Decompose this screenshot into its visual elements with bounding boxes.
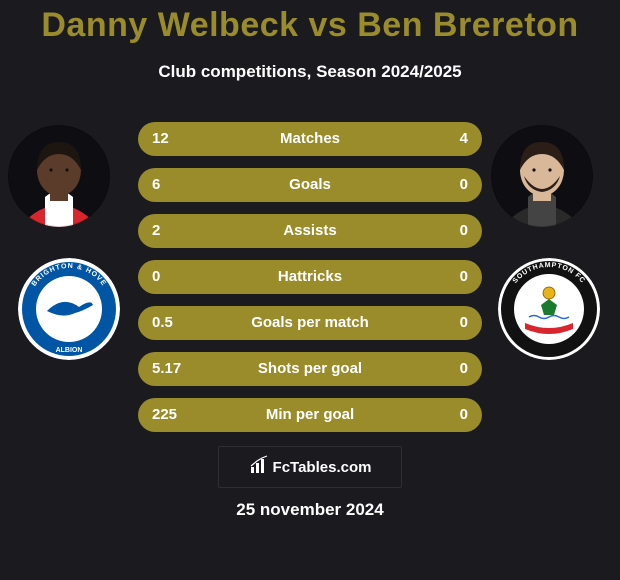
stat-right-value: 4 [460,122,468,156]
stat-bar: 0.5Goals per match0 [138,306,482,340]
comparison-canvas: Danny Welbeck vs Ben Brereton Club compe… [0,0,620,580]
svg-text:ALBION: ALBION [56,347,83,354]
stat-label: Assists [138,214,482,248]
page-title: Danny Welbeck vs Ben Brereton [0,6,620,45]
page-subtitle: Club competitions, Season 2024/2025 [0,62,620,82]
stat-bar: 12Matches4 [138,122,482,156]
stat-right-value: 0 [460,214,468,248]
player-right-avatar [491,125,593,227]
stat-label: Matches [138,122,482,156]
stat-bar: 2Assists0 [138,214,482,248]
club-right-crest: SOUTHAMPTON FC [498,258,600,360]
stat-bar: 0Hattricks0 [138,260,482,294]
stat-right-value: 0 [460,352,468,386]
stat-label: Goals [138,168,482,202]
date-stamp: 25 november 2024 [0,500,620,520]
stat-right-value: 0 [460,398,468,432]
stat-label: Hattricks [138,260,482,294]
chart-icon [249,455,269,480]
stat-label: Shots per goal [138,352,482,386]
stat-right-value: 0 [460,260,468,294]
stat-bar: 225Min per goal0 [138,398,482,432]
fctables-logo: FcTables.com [218,446,402,488]
stat-right-value: 0 [460,168,468,202]
club-left-crest: BRIGHTON & HOVE ALBION [18,258,120,360]
stat-label: Goals per match [138,306,482,340]
stats-bars: 12Matches46Goals02Assists00Hattricks00.5… [138,122,482,444]
stat-bar: 5.17Shots per goal0 [138,352,482,386]
logo-text: FcTables.com [273,459,372,476]
stat-label: Min per goal [138,398,482,432]
player-left-avatar [8,125,110,227]
stat-right-value: 0 [460,306,468,340]
stat-bar: 6Goals0 [138,168,482,202]
